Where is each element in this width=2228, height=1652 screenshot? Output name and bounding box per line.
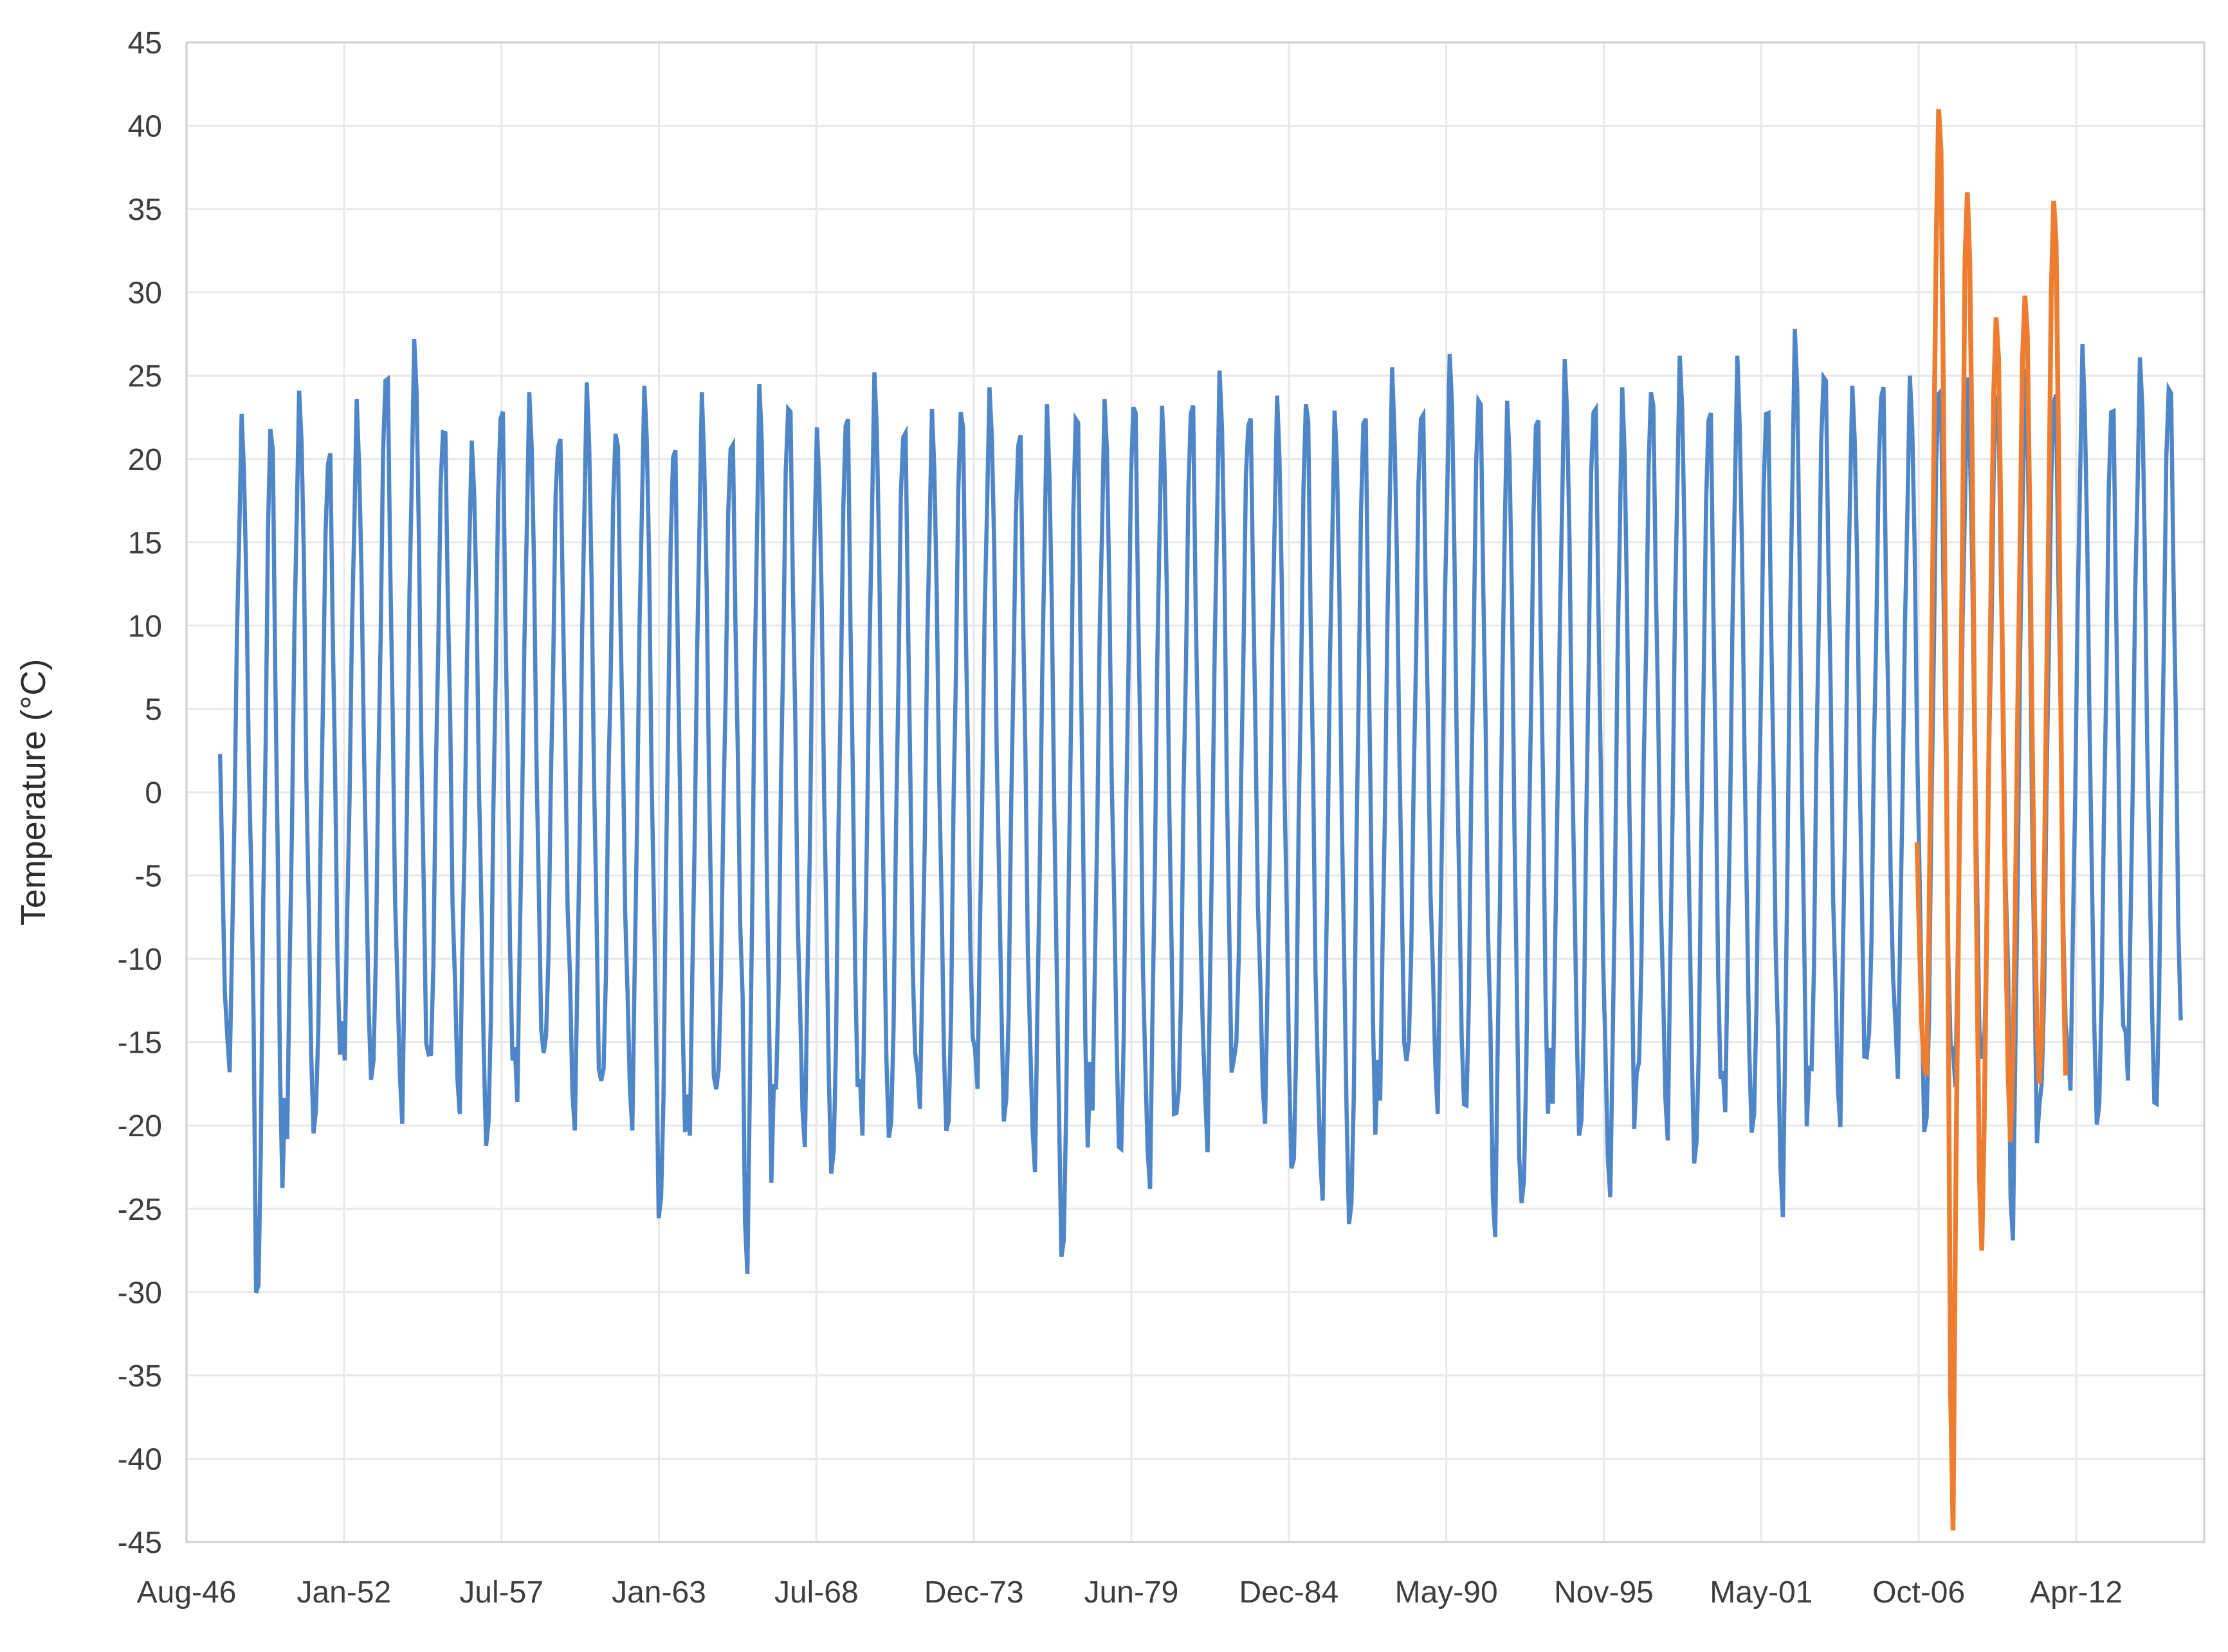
x-tick-label: Jul-57 (459, 1575, 543, 1610)
y-tick-label: -10 (118, 943, 162, 977)
x-tick-label: Dec-73 (924, 1575, 1024, 1610)
x-tick-label: Jan-63 (612, 1575, 706, 1610)
y-tick-label: 25 (128, 359, 162, 394)
x-tick-label: Jul-68 (774, 1575, 859, 1610)
series-layer (217, 109, 2183, 1530)
y-tick-label: -45 (118, 1526, 162, 1560)
y-tick-label: -20 (118, 1109, 162, 1143)
x-tick-label: Dec-84 (1239, 1575, 1338, 1610)
x-tick-label: Oct-06 (1872, 1575, 1965, 1610)
y-tick-label: -25 (118, 1193, 162, 1227)
y-tick-label: -35 (118, 1359, 162, 1393)
y-tick-label: 30 (128, 277, 162, 311)
x-tick-label: Jan-52 (297, 1575, 391, 1610)
x-tick-label: Apr-12 (2030, 1575, 2123, 1610)
y-tick-label: 10 (128, 610, 162, 644)
y-tick-label: 35 (128, 193, 162, 227)
y-tick-label: 20 (128, 443, 162, 477)
y-tick-label: -30 (118, 1276, 162, 1310)
y-tick-label: 45 (128, 26, 162, 60)
y-tick-label: -5 (134, 860, 162, 894)
x-tick-label: Nov-95 (1554, 1575, 1654, 1610)
y-axis-tick-labels: 45 40 35 30 25 20 15 10 5 0 -5 -10 -15 -20 -25 -30 -35 -4… (118, 26, 162, 1560)
plot-area-border (185, 41, 2205, 1543)
series-blue-line (217, 329, 2183, 1294)
series-orange-line (1914, 109, 2068, 1530)
x-tick-label: Aug-46 (137, 1575, 237, 1610)
x-tick-label: May-01 (1710, 1575, 1813, 1610)
y-tick-label: -40 (118, 1442, 162, 1476)
y-tick-label: -15 (118, 1026, 162, 1060)
x-tick-label: Jun-79 (1084, 1575, 1179, 1610)
y-tick-label: 0 (145, 776, 162, 810)
x-tick-label: May-90 (1395, 1575, 1498, 1610)
y-tick-label: 15 (128, 526, 162, 560)
y-tick-label: 40 (128, 110, 162, 144)
x-axis-tick-labels: Aug-46 Jan-52 Jul-57 Jan-63 Jul-68 Dec-73 Jun-… (137, 1575, 2123, 1610)
y-axis-title: Temperature (°C) (14, 659, 53, 926)
y-tick-label: 5 (145, 693, 162, 727)
